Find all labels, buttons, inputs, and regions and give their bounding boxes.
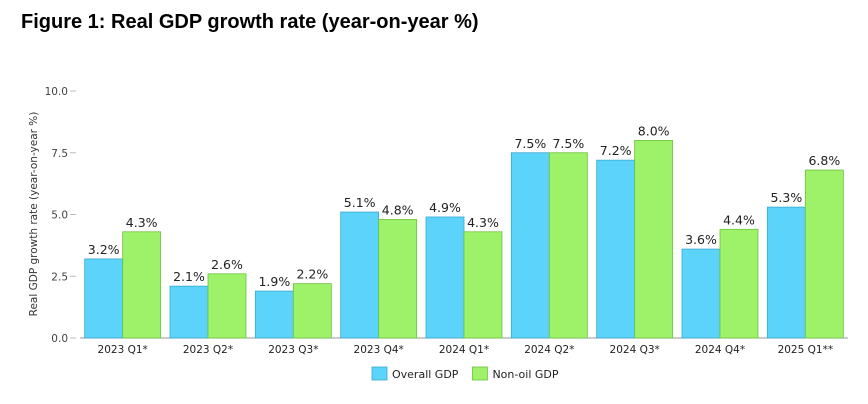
x-tick-label: 2023 Q4* bbox=[354, 344, 404, 356]
chart-title: Figure 1: Real GDP growth rate (year-on-… bbox=[21, 11, 479, 33]
y-tick-label: 10.0 bbox=[45, 86, 68, 98]
bar-non-oil-gdp bbox=[804, 169, 844, 339]
bar-overall-gdp bbox=[425, 216, 465, 339]
data-label: 4.8% bbox=[382, 202, 414, 217]
bar-overall-gdp bbox=[766, 206, 806, 339]
data-label: 8.0% bbox=[638, 123, 670, 138]
data-label: 1.9% bbox=[258, 274, 290, 289]
legend-label: Non-oil GDP bbox=[492, 368, 558, 381]
data-label: 2.2% bbox=[296, 267, 328, 282]
bar-overall-gdp bbox=[340, 211, 380, 339]
y-tick-label: 0.0 bbox=[51, 333, 68, 345]
data-label: 4.9% bbox=[429, 200, 461, 215]
data-label: 3.2% bbox=[88, 242, 120, 257]
bar-non-oil-gdp bbox=[292, 283, 332, 339]
bar-overall-gdp bbox=[681, 248, 721, 339]
data-label: 4.3% bbox=[126, 215, 158, 230]
data-label: 4.4% bbox=[723, 212, 755, 227]
bar-non-oil-gdp bbox=[548, 152, 588, 339]
data-label: 7.5% bbox=[552, 136, 584, 151]
x-tick-label: 2024 Q4* bbox=[695, 344, 745, 356]
y-tick-label: 5.0 bbox=[51, 210, 68, 222]
data-label: 5.1% bbox=[344, 195, 376, 210]
bar-non-oil-gdp bbox=[122, 231, 162, 339]
bar-non-oil-gdp bbox=[378, 219, 418, 339]
bar-overall-gdp bbox=[84, 258, 124, 339]
bars bbox=[84, 139, 844, 339]
category-labels: 2023 Q1* 2023 Q2* 2023 Q3* 2023 Q4* 2024 Q1*… bbox=[98, 344, 834, 356]
legend-label: Overall GDP bbox=[392, 368, 459, 381]
x-tick-label: 2023 Q1* bbox=[98, 344, 148, 356]
y-tick-label: 7.5 bbox=[51, 148, 68, 160]
data-label: 3.6% bbox=[685, 232, 717, 247]
y-tick-label: 2.5 bbox=[51, 271, 68, 283]
bar-non-oil-gdp bbox=[207, 273, 247, 339]
data-label: 6.8% bbox=[808, 153, 840, 168]
value-labels: 3.2% 4.3% 2.1% 2.6% 1.9% 2.2% 5.1% 4.8% 4.9% 4.3%… bbox=[88, 123, 841, 289]
data-label: 2.1% bbox=[173, 269, 205, 284]
x-tick-label: 2024 Q3* bbox=[610, 344, 660, 356]
bar-non-oil-gdp bbox=[719, 228, 759, 339]
legend-swatch-non-oil-gdp bbox=[472, 366, 488, 381]
bar-overall-gdp bbox=[169, 285, 209, 339]
bar-overall-gdp bbox=[254, 290, 294, 339]
x-tick-label: 2023 Q3* bbox=[268, 344, 318, 356]
x-tick-label: 2023 Q2* bbox=[183, 344, 233, 356]
bar-non-oil-gdp bbox=[634, 139, 674, 339]
bar-overall-gdp bbox=[510, 152, 550, 339]
data-label: 7.2% bbox=[600, 143, 632, 158]
legend-swatch-overall-gdp bbox=[371, 366, 388, 381]
x-tick-label: 2025 Q1** bbox=[778, 344, 834, 356]
legend: Overall GDP Non-oil GDP bbox=[371, 366, 559, 381]
data-label: 7.5% bbox=[514, 136, 546, 151]
data-label: 5.3% bbox=[770, 190, 802, 205]
data-label: 2.6% bbox=[211, 257, 243, 272]
bar-non-oil-gdp bbox=[463, 231, 503, 339]
y-axis-label: Real GDP growth rate (year-on-year %) bbox=[28, 112, 40, 317]
x-tick-label: 2024 Q2* bbox=[524, 344, 574, 356]
x-tick-label: 2024 Q1* bbox=[439, 344, 489, 356]
data-label: 4.3% bbox=[467, 215, 499, 230]
bar-overall-gdp bbox=[596, 159, 636, 339]
